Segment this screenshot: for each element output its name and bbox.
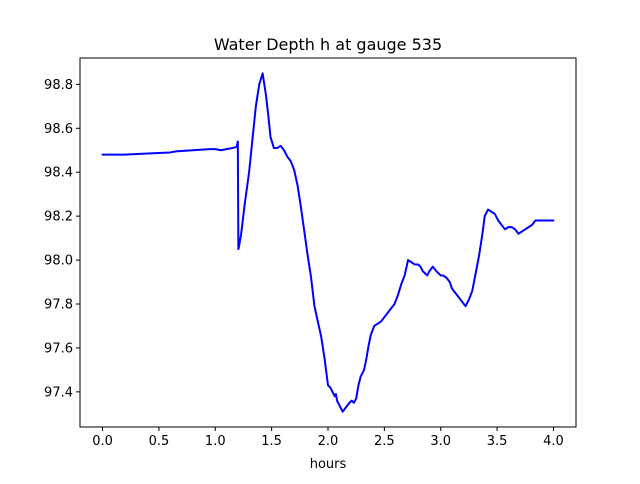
x-tick-label: 2.0	[318, 434, 339, 449]
y-tick-label: 98.0	[44, 254, 73, 269]
x-tick-label: 1.0	[205, 434, 226, 449]
x-tick-label: 0.0	[92, 434, 113, 449]
y-tick-label: 97.6	[44, 341, 73, 356]
y-tick-label: 98.8	[44, 78, 73, 93]
x-tick-label: 3.0	[430, 434, 451, 449]
y-tick-label: 98.4	[44, 166, 73, 181]
x-tick-label: 2.5	[374, 434, 395, 449]
y-tick-label: 97.4	[44, 385, 73, 400]
chart-title: Water Depth h at gauge 535	[214, 35, 442, 54]
y-tick-label: 98.2	[44, 210, 73, 225]
plot-frame	[79, 57, 577, 428]
x-tick-label: 0.5	[149, 434, 170, 449]
x-tick-label: 4.0	[543, 434, 564, 449]
y-tick-label: 98.6	[44, 122, 73, 137]
x-axis-ticks: 0.0 0.5 1.0 1.5 2.0 2.5 3.0 3.5 4.0	[92, 427, 564, 449]
x-axis-label: hours	[310, 457, 347, 472]
y-tick-label: 97.8	[44, 298, 73, 313]
water-depth-line	[101, 72, 555, 413]
x-tick-label: 1.5	[261, 434, 282, 449]
x-tick-label: 3.5	[487, 434, 508, 449]
y-axis-ticks: 97.4 97.6 97.8 98.0 98.2 98.4 98.6 98.8	[44, 78, 80, 400]
